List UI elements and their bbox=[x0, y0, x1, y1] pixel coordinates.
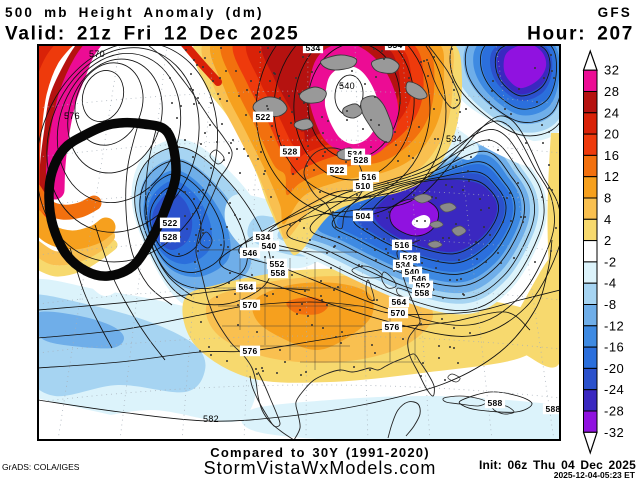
svg-text:2025-12-04-05:23 ET: 2025-12-04-05:23 ET bbox=[554, 470, 636, 480]
svg-text:558: 558 bbox=[270, 268, 285, 278]
svg-text:32: 32 bbox=[604, 63, 619, 78]
svg-text:-20: -20 bbox=[604, 361, 624, 376]
svg-text:546: 546 bbox=[242, 248, 257, 258]
svg-text:12: 12 bbox=[604, 169, 619, 184]
svg-text:558: 558 bbox=[414, 288, 429, 298]
svg-text:564: 564 bbox=[238, 282, 253, 292]
svg-text:-16: -16 bbox=[604, 340, 624, 355]
svg-text:534: 534 bbox=[347, 149, 362, 159]
svg-text:540: 540 bbox=[339, 81, 355, 91]
svg-text:564: 564 bbox=[391, 297, 406, 307]
svg-text:588: 588 bbox=[545, 404, 560, 414]
svg-text:Compared to 30Y (1991-2020): Compared to 30Y (1991-2020) bbox=[210, 445, 430, 460]
svg-text:522: 522 bbox=[162, 218, 177, 228]
svg-text:28: 28 bbox=[604, 84, 619, 99]
svg-text:16: 16 bbox=[604, 148, 619, 163]
svg-text:24: 24 bbox=[604, 105, 619, 120]
svg-text:552: 552 bbox=[269, 259, 284, 269]
svg-text:570: 570 bbox=[390, 308, 405, 318]
svg-text:-12: -12 bbox=[604, 318, 624, 333]
svg-text:-32: -32 bbox=[604, 425, 624, 440]
svg-text:20: 20 bbox=[604, 127, 619, 142]
svg-text:500 mb Height Anomaly (dm): 500 mb Height Anomaly (dm) bbox=[5, 5, 264, 20]
svg-text:576: 576 bbox=[384, 322, 399, 332]
svg-text:582: 582 bbox=[203, 414, 219, 424]
svg-text:570: 570 bbox=[89, 49, 105, 59]
svg-text:528: 528 bbox=[402, 253, 417, 263]
svg-text:GFS: GFS bbox=[598, 5, 632, 20]
svg-text:540: 540 bbox=[261, 241, 276, 251]
svg-text:504: 504 bbox=[355, 211, 370, 221]
svg-text:522: 522 bbox=[255, 112, 270, 122]
svg-text:-2: -2 bbox=[604, 254, 617, 269]
svg-text:Hour: 207: Hour: 207 bbox=[527, 24, 634, 45]
svg-text:528: 528 bbox=[353, 155, 368, 165]
svg-text:528: 528 bbox=[282, 147, 297, 157]
svg-text:2: 2 bbox=[604, 233, 612, 248]
svg-text:-8: -8 bbox=[604, 297, 617, 312]
svg-text:Valid: 21z Fri 12 Dec 2025: Valid: 21z Fri 12 Dec 2025 bbox=[5, 24, 299, 45]
svg-text:Init: 06z Thu 04 Dec 2025: Init: 06z Thu 04 Dec 2025 bbox=[479, 458, 636, 472]
svg-text:588: 588 bbox=[487, 398, 502, 408]
svg-text:522: 522 bbox=[329, 165, 344, 175]
svg-text:534: 534 bbox=[305, 43, 320, 53]
svg-text:576: 576 bbox=[242, 346, 257, 356]
svg-text:GrADS: COLA/IGES: GrADS: COLA/IGES bbox=[2, 462, 80, 472]
svg-text:8: 8 bbox=[604, 191, 612, 206]
svg-text:534: 534 bbox=[255, 232, 270, 242]
svg-text:534: 534 bbox=[395, 260, 410, 270]
svg-text:4: 4 bbox=[604, 212, 612, 227]
svg-text:StormVistaWxModels.com: StormVistaWxModels.com bbox=[204, 458, 437, 478]
svg-text:528: 528 bbox=[162, 232, 177, 242]
svg-text:540: 540 bbox=[404, 267, 419, 277]
svg-text:-28: -28 bbox=[604, 404, 624, 419]
svg-text:510: 510 bbox=[355, 181, 370, 191]
svg-text:-4: -4 bbox=[604, 276, 617, 291]
svg-text:546: 546 bbox=[411, 274, 426, 284]
svg-text:516: 516 bbox=[394, 240, 409, 250]
svg-text:576: 576 bbox=[64, 111, 80, 121]
svg-text:534: 534 bbox=[387, 40, 402, 50]
svg-text:516: 516 bbox=[361, 172, 376, 182]
svg-text:-24: -24 bbox=[604, 382, 624, 397]
svg-text:570: 570 bbox=[242, 300, 257, 310]
svg-text:552: 552 bbox=[415, 281, 430, 291]
svg-text:534: 534 bbox=[446, 134, 462, 144]
